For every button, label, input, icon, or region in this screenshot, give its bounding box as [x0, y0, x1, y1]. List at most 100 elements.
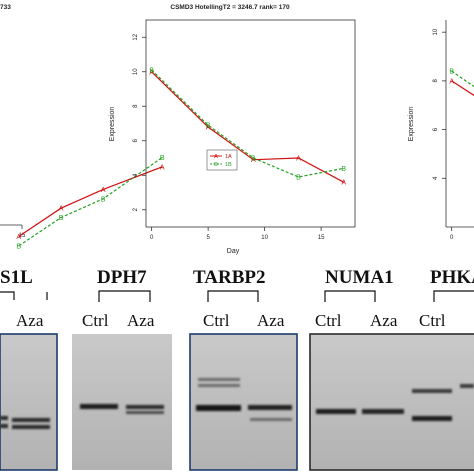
gel-numa1-band — [316, 409, 356, 414]
series-line-a — [151, 71, 344, 183]
gel-s1l-band — [0, 416, 8, 420]
chart-left-x-tick-label: 15 — [19, 233, 26, 239]
gel-numa1-condition-1: Ctrl — [315, 311, 342, 330]
gel-numa1-band — [362, 409, 404, 414]
chart-center-legend: A 1A B 1B — [206, 149, 238, 171]
series-point-b: B — [251, 156, 256, 163]
gel-phka: PHKA Ctrl — [419, 267, 474, 330]
y-tick-label: 8 — [433, 79, 439, 83]
legend-marker-1b: B — [214, 162, 218, 168]
gel-tarbp2-band — [248, 405, 292, 410]
chart-center-x-label: Day — [227, 248, 240, 255]
chart-right-y-label: Expression — [408, 107, 415, 142]
gel-phka-band — [412, 389, 452, 393]
legend-box — [206, 149, 238, 171]
gel-tarbp2-band — [198, 384, 240, 387]
gel-s1l-condition-2: Aza — [16, 311, 44, 330]
gel-dph7-band — [126, 411, 164, 414]
gel-phka-condition-1: Ctrl — [419, 311, 446, 330]
series-point-a: A — [296, 156, 301, 163]
x-tick-label: 0 — [450, 235, 454, 241]
gel-dph7-condition-2: Aza — [127, 311, 155, 330]
x-tick-label: 5 — [206, 235, 210, 241]
gel-tarbp2-bracket — [207, 290, 259, 302]
series-point-a: A — [59, 206, 64, 213]
series-line-b — [451, 70, 474, 88]
gel-numa1-gene-label: NUMA1 — [325, 267, 394, 288]
series-point-b: B — [341, 166, 346, 173]
gel-dph7-condition-1: Ctrl — [82, 311, 109, 330]
gel-tarbp2-image — [189, 333, 298, 471]
gel-tarbp2-condition-2: Aza — [257, 311, 285, 330]
series-point-a: A — [251, 157, 256, 164]
gel-s1l-bracket — [0, 291, 15, 300]
y-tick-label: 6 — [433, 127, 439, 131]
legend-marker-1a: A — [214, 154, 218, 160]
series-point-a: A — [149, 69, 154, 76]
series-point-b: B — [296, 174, 301, 181]
y-tick-label: 2 — [133, 207, 139, 211]
gel-numa1: NUMA1 Ctrl Aza — [315, 267, 398, 330]
gel-s1l-band — [12, 425, 50, 429]
series-line-a — [18, 166, 163, 237]
series-point-b: B — [101, 196, 106, 203]
y-tick-label: 4 — [133, 173, 139, 177]
gel-dph7-image — [72, 334, 172, 470]
x-tick-label: 10 — [261, 235, 268, 241]
gel-s1l: S1L Aza — [0, 267, 58, 471]
x-tick-label: 0 — [150, 235, 154, 241]
gel-numa1-phka-image — [309, 333, 474, 471]
gel-s1l-image — [0, 333, 58, 471]
gel-tarbp2-band — [196, 405, 241, 411]
series-point-a: A — [17, 234, 22, 241]
series-point-b: B — [206, 123, 211, 130]
legend-label-1a: 1A — [225, 154, 232, 160]
gel-dph7-bracket — [98, 290, 151, 302]
chart-center-y-label: Expression — [109, 107, 116, 142]
series-point-b: B — [149, 68, 154, 75]
gel-phka-gene-label: PHKA — [430, 267, 474, 288]
series-point-b: B — [59, 215, 64, 222]
y-tick-label: 8 — [133, 104, 139, 108]
series-line-a — [451, 80, 474, 97]
gel-tarbp2-condition-1: Ctrl — [203, 311, 230, 330]
gel-dph7: DPH7 Ctrl Aza — [72, 267, 172, 470]
gel-right-image — [309, 333, 474, 471]
x-tick-label: 15 — [318, 235, 325, 241]
legend-label-1b: 1B — [225, 162, 232, 168]
gel-tarbp2-band — [250, 418, 292, 421]
series-point-a: A — [101, 187, 106, 194]
series-point-a: A — [206, 124, 211, 131]
gel-s1l-band — [0, 424, 8, 428]
series-point-b: B — [449, 69, 454, 76]
chart-center-plot-box — [145, 19, 356, 228]
series-line-b — [18, 156, 163, 247]
gel-tarbp2-gene-label: TARBP2 — [193, 267, 265, 288]
gel-tarbp2: TARBP2 Ctrl Aza — [189, 267, 298, 471]
series-point-a: A — [449, 78, 454, 85]
gel-s1l-band — [12, 418, 50, 422]
y-tick-label: 12 — [133, 33, 139, 40]
y-tick-label: 10 — [433, 28, 439, 35]
chart-center: CSMD3 HotellingT2 = 3246.7 rank= 170 Day… — [109, 4, 356, 255]
gel-tarbp2-band — [198, 378, 240, 381]
series-line-b — [151, 69, 344, 178]
gel-dph7-band — [80, 404, 118, 409]
gel-phka-band — [412, 416, 452, 421]
gel-numa1-condition-2: Aza — [370, 311, 398, 330]
series-point-b: B — [17, 243, 22, 250]
gel-s1l-gene-label: S1L — [0, 267, 33, 288]
gel-dph7-band — [126, 405, 164, 409]
y-tick-label: 6 — [133, 138, 139, 142]
gel-dph7-gene-label: DPH7 — [97, 267, 147, 288]
series-point-b: B — [160, 155, 165, 162]
chart-left-title: 733 — [0, 4, 11, 11]
y-tick-label: 10 — [133, 68, 139, 75]
chart-center-ticks: 0 5 10 15 2 4 6 8 10 12 — [133, 33, 325, 241]
